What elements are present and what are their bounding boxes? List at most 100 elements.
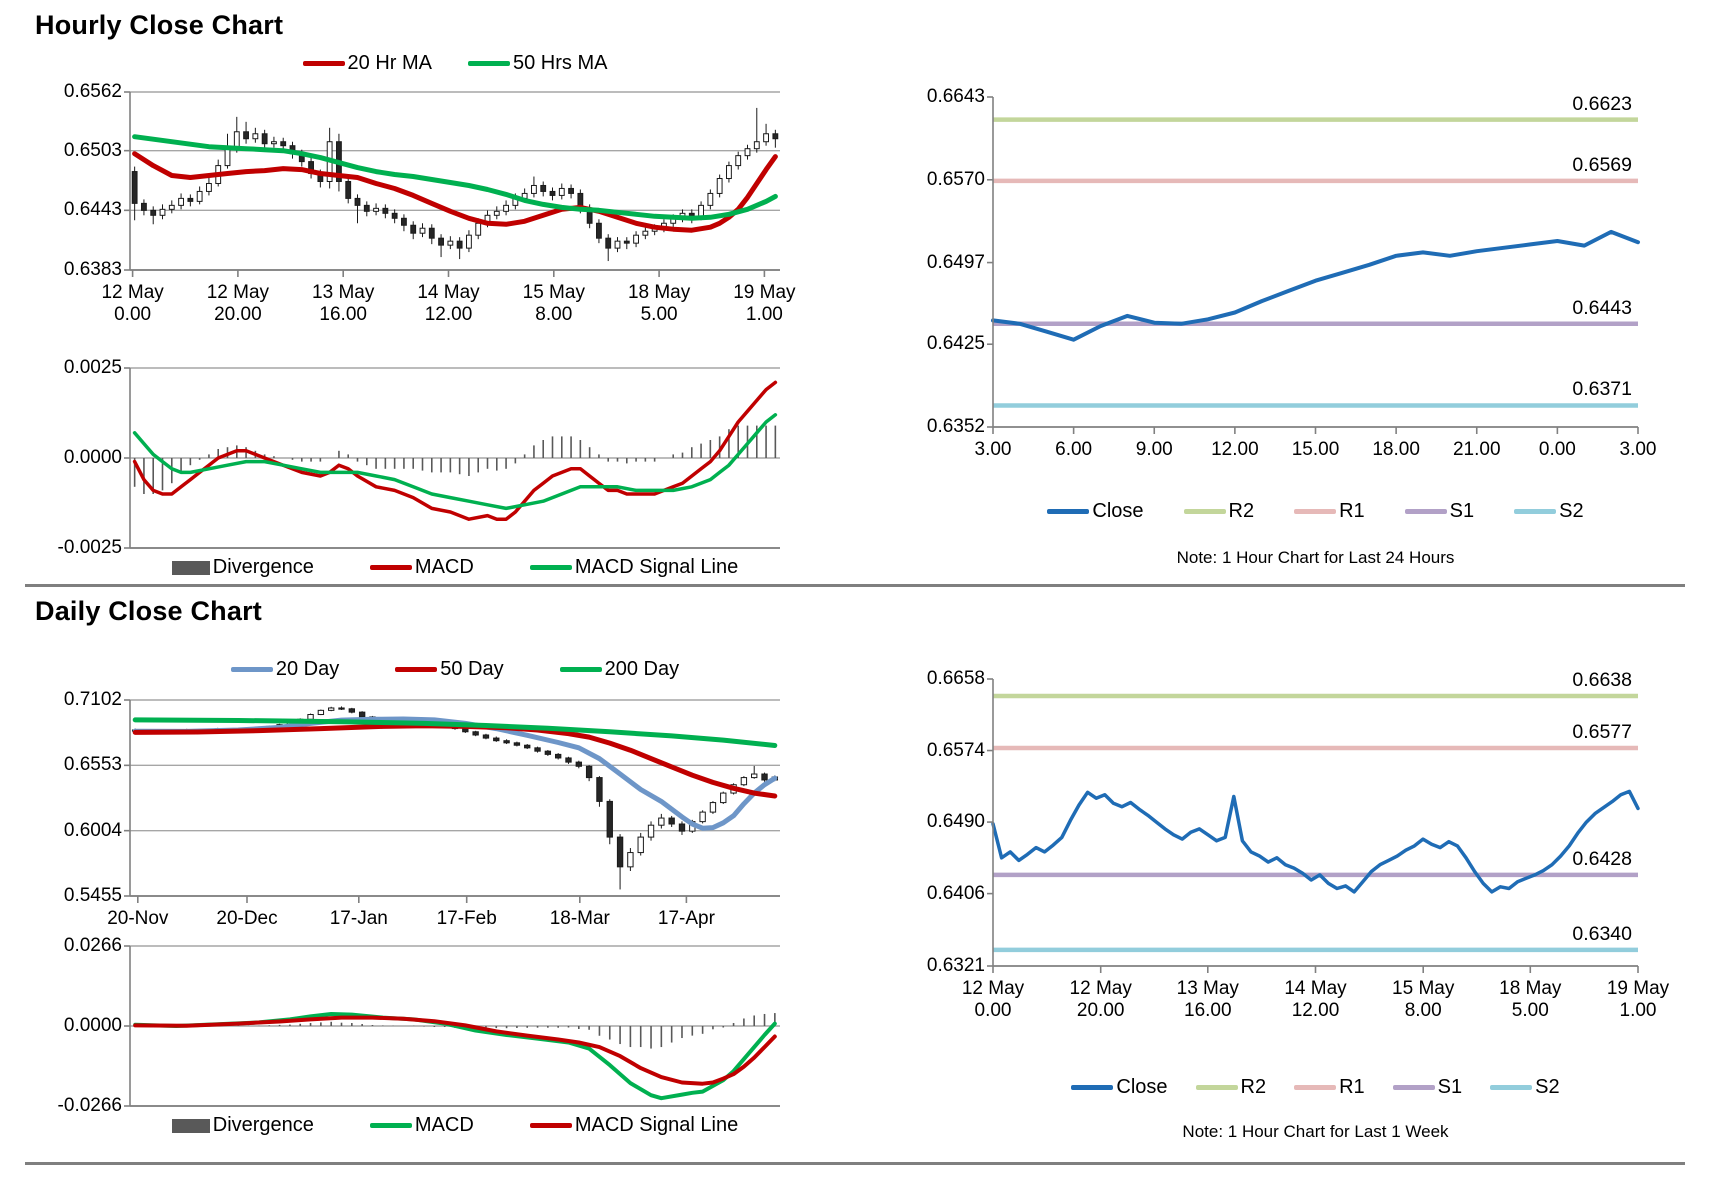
daily-sr-xtick-label: 12 May 20.00 (1069, 978, 1132, 1021)
hourly-sr-xtick-label: 21.00 (1452, 439, 1501, 460)
hourly-macd-chart: 0.0025 0.0000 -0.0025 (58, 357, 780, 558)
legend-item-r1: R1 (1294, 500, 1365, 523)
legend-label: 200 Day (604, 658, 680, 680)
legend-label: S1 (1437, 1076, 1463, 1098)
hourly-sr-xtick-label: 18.00 (1372, 439, 1420, 460)
legend-item-20-hr-ma: 20 Hr MA (302, 52, 432, 75)
legend-line-icon (1183, 509, 1226, 514)
section-divider-bottom (25, 1162, 1685, 1165)
hourly-price-xtick-label: 15 May 8.00 (522, 282, 585, 325)
legend-line-icon (1294, 1085, 1337, 1090)
daily-macd-ytick-label: 0.0266 (63, 935, 122, 956)
hourly-macd-legend: Divergence MACD MACD Signal Line (130, 556, 780, 579)
hourly-price-ytick-label: 0.6562 (63, 81, 122, 102)
daily-price-ytick-label: 0.6004 (63, 819, 122, 841)
hourly-sr-xtick-label: 12.00 (1211, 439, 1259, 460)
legend-label: MACD (414, 1114, 474, 1136)
daily-price-legend: 20 Day 50 Day 200 Day (130, 658, 780, 681)
legend-label: MACD Signal Line (574, 556, 739, 578)
hourly-price-xtick-label: 19 May 1.00 (733, 282, 796, 325)
legend-item-macd-signal-line: MACD Signal Line (529, 556, 739, 579)
legend-item-s2: S2 (1490, 1076, 1560, 1099)
legend-line-icon (1195, 1085, 1238, 1090)
daily-sr-xtick-label: 19 May 1.00 (1606, 978, 1670, 1021)
hourly-sr-s2-value-label: 0.6371 (1572, 378, 1632, 401)
hourly-price-xtick-label: 12 May 20.00 (206, 282, 270, 325)
hourly-price-xtick-label: 18 May 5.00 (627, 282, 691, 325)
daily-macd-ytick-label: -0.0266 (57, 1095, 122, 1116)
daily-sr-xtick-label: 15 May 8.00 (1392, 978, 1455, 1021)
legend-label: MACD (414, 556, 474, 578)
legend-label: 50 Hrs MA (513, 52, 608, 74)
legend-item-50-hrs-ma: 50 Hrs MA (468, 52, 607, 75)
hourly-price-xtick-label: 12 May 0.00 (101, 282, 164, 325)
daily-sr-xtick-label: 14 May 12.00 (1284, 978, 1347, 1021)
legend-line-icon (302, 61, 345, 66)
daily-sr-s2-value-label: 0.6340 (1572, 922, 1632, 945)
hourly-sr-xtick-label: 9.00 (1135, 439, 1173, 460)
hourly-price-ytick-label: 0.6503 (63, 139, 122, 161)
hourly-sr-xtick-label: 0.00 (1538, 439, 1576, 460)
legend-item-r1: R1 (1294, 1076, 1365, 1099)
hourly-sr-xtick-label: 15.00 (1291, 439, 1340, 460)
legend-line-icon (1404, 509, 1447, 514)
legend-label: R1 (1339, 500, 1365, 522)
daily-macd-legend: Divergence MACD MACD Signal Line (130, 1114, 780, 1137)
hourly-sr-ytick-label: 0.6425 (926, 333, 985, 355)
hourly-sr-chart: 0.6623 0.6569 0.6443 0.6371 0.6643 0.6570 0.64… (927, 86, 1657, 460)
section-divider-top (25, 584, 1685, 587)
daily-price-xtick-label: 20-Nov (107, 908, 169, 929)
legend-swatch-icon (171, 1118, 210, 1133)
legend-label: 20 Hr MA (347, 52, 432, 74)
daily-sr-note: Note: 1 Hour Chart for Last 1 Week (1182, 1122, 1449, 1141)
hourly-macd-ytick-label: 0.0025 (63, 357, 122, 378)
hourly-sr-ytick-label: 0.6643 (926, 86, 985, 107)
legend-label: R2 (1228, 500, 1255, 522)
legend-line-icon (1392, 1085, 1435, 1090)
daily-price-xtick-label: 17-Apr (657, 908, 715, 929)
legend-line-icon (1490, 1085, 1533, 1090)
hourly-price-xtick-label: 13 May 16.00 (312, 282, 375, 325)
legend-item-macd-signal-line: MACD Signal Line (529, 1114, 739, 1137)
daily-sr-legend: Close R2 R1 S1 S2 (993, 1076, 1638, 1099)
daily-sr-r2-value-label: 0.6638 (1572, 669, 1632, 692)
hourly-macd-plot (124, 367, 780, 549)
daily-sr-xtick-label: 18 May 5.00 (1499, 978, 1562, 1021)
daily-macd-ytick-label: 0.0000 (63, 1015, 122, 1036)
legend-label: MACD Signal Line (574, 1114, 739, 1136)
hourly-sr-plot (987, 96, 1640, 434)
hourly-sr-legend: Close R2 R1 S1 S2 (993, 500, 1638, 523)
legend-line-icon (1047, 509, 1090, 514)
legend-item-20-day: 20 Day (230, 658, 339, 681)
daily-sr-s1-value-label: 0.6428 (1572, 847, 1632, 870)
hourly-sr-ytick-label: 0.6570 (926, 168, 985, 190)
daily-macd-chart: 0.0266 0.0000 -0.0266 (58, 935, 780, 1116)
daily-macd-plot (124, 945, 780, 1107)
daily-price-xtick-label: 17-Feb (436, 908, 497, 929)
legend-item-macd: MACD (369, 556, 474, 579)
hourly-price-legend: 20 Hr MA 50 Hrs MA (130, 52, 780, 75)
legend-line-icon (230, 667, 273, 672)
legend-item-50-day: 50 Day (395, 658, 504, 681)
legend-line-icon (529, 1123, 572, 1128)
hourly-sr-xtick-label: 3.00 (1619, 439, 1657, 460)
hourly-macd-ytick-label: -0.0025 (57, 537, 122, 558)
hourly-sr-r2-value-label: 0.6623 (1572, 92, 1632, 115)
legend-label: Close (1092, 500, 1144, 522)
legend-item-r2: R2 (1195, 1076, 1266, 1099)
legend-line-icon (529, 565, 572, 570)
hourly-price-chart: 0.6562 0.6503 0.6443 0.6383 12 May 0.00 12 Ma… (64, 81, 796, 325)
hourly-price-xtick-label: 14 May 12.00 (417, 282, 480, 325)
daily-sr-ytick-label: 0.6321 (926, 955, 985, 976)
legend-line-icon (559, 667, 602, 672)
legend-label: Close (1116, 1076, 1168, 1098)
legend-line-icon (369, 1123, 412, 1128)
daily-sr-ytick-label: 0.6658 (926, 668, 985, 689)
daily-sr-xtick-label: 13 May 16.00 (1176, 978, 1239, 1021)
daily-sr-xtick-label: 12 May 0.00 (961, 978, 1025, 1021)
hourly-price-ytick-label: 0.6443 (63, 199, 122, 221)
legend-item-macd: MACD (369, 1114, 474, 1137)
legend-label: Divergence (212, 1114, 314, 1136)
daily-price-plot (124, 699, 780, 903)
